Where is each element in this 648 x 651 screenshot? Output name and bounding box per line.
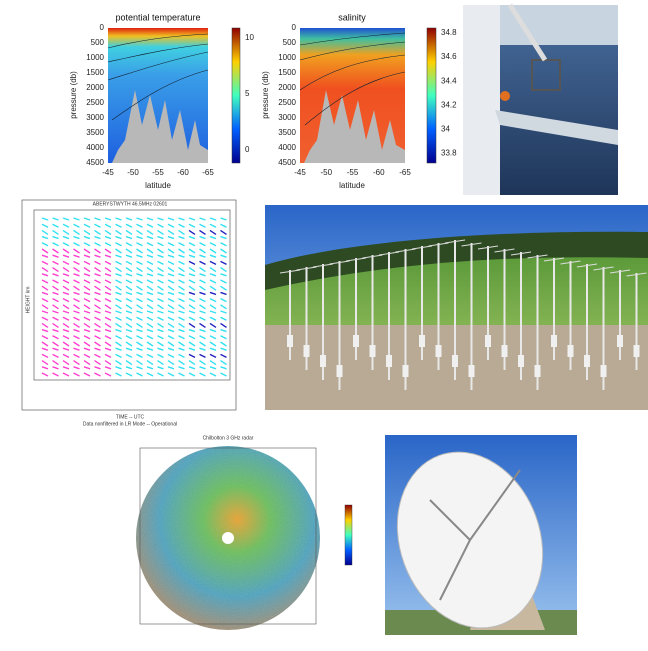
colorbar [345, 505, 352, 565]
radar-title: Chilbolton 3 GHz radar [203, 435, 254, 441]
colorbar-label: 0 [245, 145, 250, 154]
colorbar-label: 34.4 [441, 76, 457, 85]
colorbar [232, 28, 240, 163]
colorbar-label: 5 [245, 89, 250, 98]
collage: Chilbolton 3 GHz radar potential tempera… [0, 0, 648, 646]
colorbar-label: 34.2 [441, 100, 457, 109]
y-tick-label: 3500 [278, 128, 296, 137]
profiler-note: Data nonfiltered in LR Mode -- Operation… [83, 421, 177, 427]
y-tick-label: 500 [91, 38, 105, 47]
cabinet [469, 365, 475, 377]
cabinet [304, 345, 310, 357]
y-tick-label: 3000 [86, 113, 104, 122]
cabinet [337, 365, 343, 377]
x-tick-label: -60 [177, 168, 189, 177]
x-axis-label: latitude [145, 181, 171, 190]
y-tick-label: 500 [283, 38, 297, 47]
cabinet [518, 355, 524, 367]
y-tick-label: 1500 [278, 68, 296, 77]
ship-photo [463, 5, 618, 195]
plot-title: potential temperature [115, 12, 200, 22]
cabinet [584, 355, 590, 367]
x-tick-label: -50 [127, 168, 139, 177]
wind-profiler-plot [22, 200, 236, 410]
cabinet [502, 345, 508, 357]
x-tick-label: -60 [373, 168, 385, 177]
x-tick-label: -65 [399, 168, 411, 177]
salinity-plot [300, 28, 436, 163]
cabinet [617, 335, 623, 347]
x-tick-label: -45 [102, 168, 114, 177]
y-tick-label: 2500 [86, 98, 104, 107]
x-tick-label: -55 [152, 168, 164, 177]
ship-hull [463, 5, 500, 195]
cabinet [634, 345, 640, 357]
y-axis-label: pressure (db) [261, 71, 270, 119]
x-tick-label: -55 [347, 168, 359, 177]
y-tick-label: 2000 [86, 83, 104, 92]
x-axis-label: latitude [339, 181, 365, 190]
worker [500, 91, 510, 101]
y-tick-label: 4000 [86, 143, 104, 152]
y-tick-label: 4500 [86, 158, 104, 167]
cabinet [551, 335, 557, 347]
y-tick-label: 1500 [86, 68, 104, 77]
cabinet [353, 335, 359, 347]
y-tick-label: 1000 [86, 53, 104, 62]
y-tick-label: 0 [292, 23, 297, 32]
y-tick-label: 0 [100, 23, 105, 32]
x-axis-label: TIME -- UTC [116, 414, 145, 420]
colorbar-label: 34.6 [441, 52, 457, 61]
dish-photo [373, 431, 577, 646]
profiler-title: ABERYSTWYTH 46.5MHz 02601 [93, 201, 168, 207]
y-tick-label: 2500 [278, 98, 296, 107]
colorbar-label: 10 [245, 33, 254, 42]
y-tick-label: 2000 [278, 83, 296, 92]
cabinet [452, 355, 458, 367]
y-axis-label: HEIGHT km [25, 287, 31, 314]
x-tick-label: -65 [202, 168, 214, 177]
cabinet [403, 365, 409, 377]
cabinet [287, 335, 293, 347]
colorbar [427, 28, 436, 163]
cabinet [320, 355, 326, 367]
y-axis-label: pressure (db) [69, 71, 78, 119]
x-tick-label: -50 [320, 168, 332, 177]
y-tick-label: 4000 [278, 143, 296, 152]
cabinet [485, 335, 491, 347]
plot-title: salinity [338, 12, 366, 22]
colorbar-label: 34 [441, 125, 450, 134]
colorbar-label: 34.8 [441, 28, 457, 37]
colorbar-label: 33.8 [441, 149, 457, 158]
cabinet [386, 355, 392, 367]
radar-center [222, 532, 234, 544]
radar-plot: Chilbolton 3 GHz radar [100, 430, 360, 642]
y-tick-label: 3000 [278, 113, 296, 122]
cabinet [419, 335, 425, 347]
cabinet [535, 365, 541, 377]
y-tick-label: 3500 [86, 128, 104, 137]
y-tick-label: 4500 [278, 158, 296, 167]
temperature-plot [108, 28, 240, 163]
antenna-field-photo [265, 205, 648, 410]
cabinet [601, 365, 607, 377]
cabinet [568, 345, 574, 357]
cabinet [370, 345, 376, 357]
cabinet [436, 345, 442, 357]
y-tick-label: 1000 [278, 53, 296, 62]
x-tick-label: -45 [294, 168, 306, 177]
